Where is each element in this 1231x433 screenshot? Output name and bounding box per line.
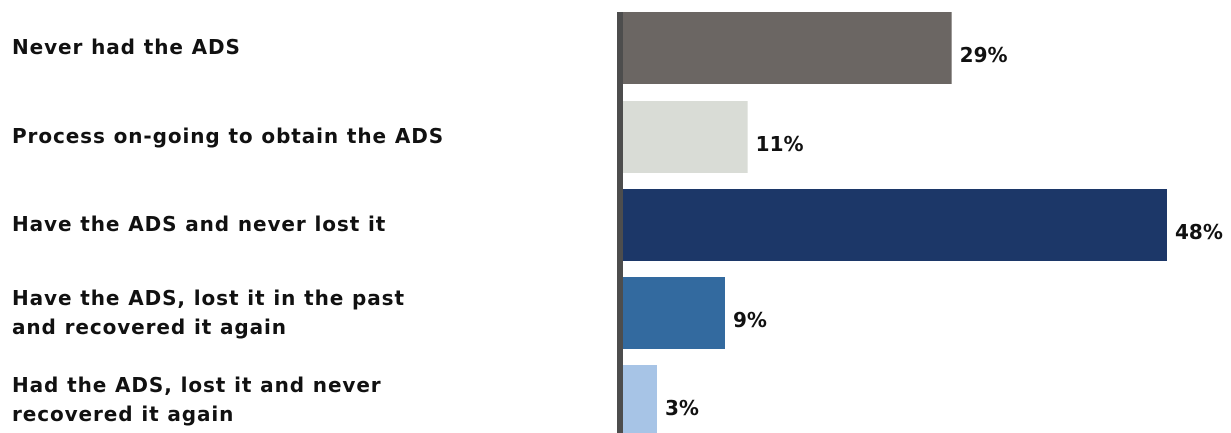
category-label-lost-never-recovered: Had the ADS, lost it and never recovered… <box>12 373 382 426</box>
category-label-never-lost: Have the ADS and never lost it <box>12 212 387 236</box>
value-label-lost-recovered: 9% <box>733 308 767 332</box>
bar-lost-recovered <box>623 277 725 349</box>
category-label-lost-recovered: Have the ADS, lost it in the past and re… <box>12 286 405 339</box>
y-axis-line <box>617 12 623 433</box>
bar-process-ongoing <box>623 101 748 173</box>
bar-lost-never-recovered <box>623 365 657 433</box>
value-label-never-lost: 48% <box>1175 220 1223 244</box>
value-label-lost-never-recovered: 3% <box>665 396 699 420</box>
bar-never-lost <box>623 189 1167 261</box>
category-label-process-ongoing: Process on-going to obtain the ADS <box>12 124 445 148</box>
value-label-process-ongoing: 11% <box>756 132 804 156</box>
bar-never-had <box>623 12 952 84</box>
category-label-never-had: Never had the ADS <box>12 35 241 59</box>
value-label-never-had: 29% <box>960 43 1008 67</box>
